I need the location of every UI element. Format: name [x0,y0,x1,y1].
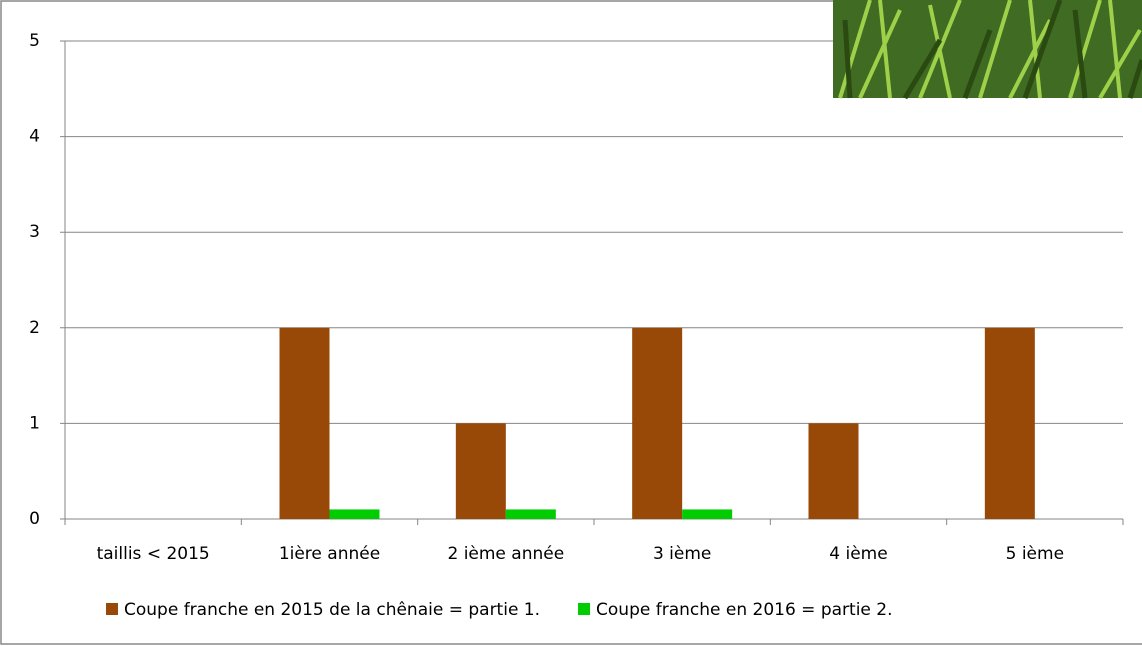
legend-label: Coupe franche en 2015 de la chênaie = pa… [124,600,540,620]
photo [833,0,1142,98]
bar [280,328,330,519]
y-tick-label: 0 [29,509,40,529]
chart: 0 1 2 3 4 5 taillis < 2015 1ière année 2 ième an… [0,0,1142,646]
bar [632,328,682,519]
page: {"chart_data": {"type": "bar", "categori… [0,0,1142,646]
bar [506,509,556,519]
y-tick-label: 5 [29,31,40,51]
legend-swatch [578,603,590,615]
legend-label: Coupe franche en 2016 = partie 2. [596,600,892,620]
y-tick-label: 4 [29,127,40,147]
bar [985,328,1035,519]
y-tick-label: 3 [29,222,40,242]
y-tick-label: 1 [29,413,40,433]
bar [682,509,732,519]
x-tick-label: 1ière année [279,544,380,564]
x-tick-label: 3 ième [653,544,711,564]
y-tick-label: 2 [29,318,40,338]
x-tick-label: 5 ième [1006,544,1064,564]
legend: Coupe franche en 2015 de la chênaie = pa… [106,600,893,620]
legend-swatch [106,603,118,615]
x-tick-label: 2 ième année [447,544,564,564]
bar [456,423,506,519]
x-tick-label: 4 ième [829,544,887,564]
bar [330,509,380,519]
bar [809,423,859,519]
x-tick-label: taillis < 2015 [97,544,210,564]
